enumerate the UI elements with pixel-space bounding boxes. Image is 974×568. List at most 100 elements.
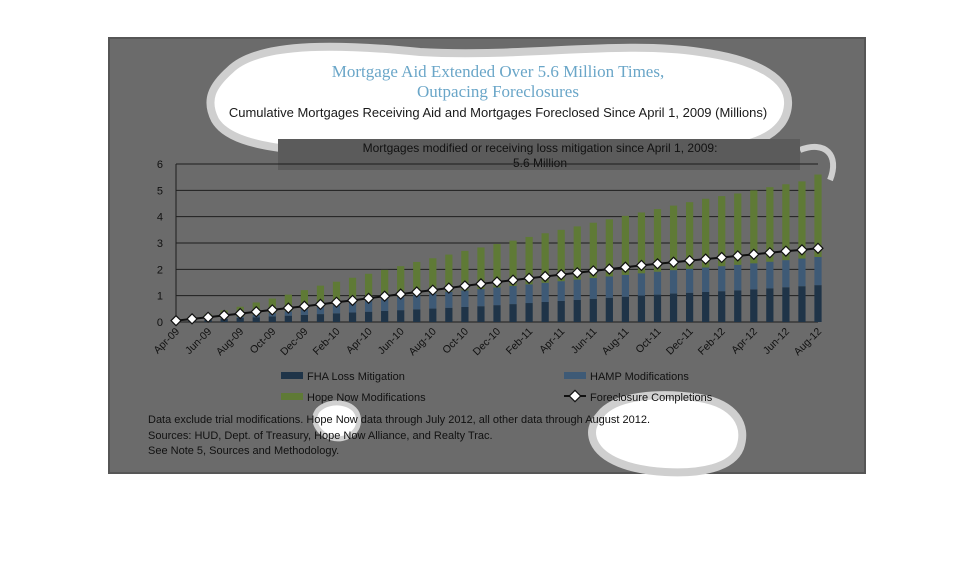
bar-hope-now-modifications (332, 281, 341, 305)
legend-label-hopenow: Hope Now Modifications (307, 392, 426, 404)
line-marker (667, 256, 680, 269)
bar-fha-loss-mitigation (685, 292, 694, 322)
line-marker (491, 276, 503, 288)
y-tick-label: 3 (157, 238, 163, 250)
line-marker (619, 261, 632, 274)
callout-line-1: Mortgages modified or receiving loss mit… (363, 141, 718, 155)
bar-fha-loss-mitigation (573, 299, 581, 322)
bar-fha-loss-mitigation (268, 316, 276, 322)
bar-fha-loss-mitigation (557, 300, 565, 322)
legend: FHA Loss Mitigation HAMP Modifications H… (281, 371, 713, 404)
bar-fha-loss-mitigation (493, 305, 501, 322)
bar-hope-now-modifications (702, 198, 710, 268)
y-tick-label: 6 (157, 159, 163, 171)
line-marker (346, 294, 359, 307)
bar-hamp-modifications (750, 263, 758, 290)
line-marker (571, 266, 584, 279)
chart-subtitle: Cumulative Mortgages Receiving Aid and M… (229, 105, 767, 120)
bars (172, 174, 822, 322)
y-tick-label: 0 (157, 317, 163, 329)
legend-swatch-hopenow (281, 393, 303, 400)
bar-hamp-modifications (381, 298, 389, 311)
line-marker (603, 263, 616, 275)
line-marker (170, 314, 182, 327)
x-tick-label: Apr-09 (151, 326, 182, 357)
line-marker (266, 304, 279, 316)
bar-hope-now-modifications (493, 244, 501, 288)
line-marker (234, 307, 246, 320)
line-marker (635, 259, 648, 272)
bar-fha-loss-mitigation (332, 313, 341, 322)
y-axis-ticks: 0 1 2 3 4 5 6 (157, 159, 163, 329)
line-marker (683, 254, 696, 267)
footnote-3: See Note 5, Sources and Methodology. (148, 445, 339, 457)
bar-hope-now-modifications (814, 174, 822, 257)
bar-hope-now-modifications (541, 233, 549, 283)
bar-hope-now-modifications (557, 229, 565, 282)
bar-hamp-modifications (397, 296, 405, 311)
x-tick-label: Jun-10 (376, 326, 407, 357)
bar-hope-now-modifications (782, 184, 790, 261)
bar-hope-now-modifications (477, 247, 485, 290)
callout-line-2: 5.6 Million (513, 156, 567, 170)
x-tick-label: Feb-11 (504, 326, 536, 358)
bar-fha-loss-mitigation (702, 291, 710, 322)
line-marker (699, 253, 712, 265)
bar-fha-loss-mitigation (364, 311, 373, 322)
bar-fha-loss-mitigation (509, 304, 517, 322)
bar-hope-now-modifications (573, 226, 581, 280)
bar-hope-now-modifications (669, 205, 678, 271)
bar-hope-now-modifications (461, 250, 469, 291)
bar-hope-now-modifications (397, 266, 405, 297)
bar-fha-loss-mitigation (814, 285, 822, 322)
bar-hamp-modifications (557, 281, 565, 301)
bar-hope-now-modifications (685, 202, 694, 269)
bar-hope-now-modifications (413, 261, 421, 295)
bar-fha-loss-mitigation (397, 310, 405, 322)
bar-fha-loss-mitigation (381, 310, 389, 322)
line-marker (780, 245, 792, 257)
line-marker (764, 246, 776, 259)
bar-hamp-modifications (685, 268, 694, 293)
bar-fha-loss-mitigation (621, 296, 630, 322)
bar-hope-now-modifications (734, 193, 742, 265)
line-marker (282, 302, 295, 314)
bar-fha-loss-mitigation (669, 293, 678, 322)
bar-fha-loss-mitigation (300, 314, 309, 322)
legend-label-hamp: HAMP Modifications (590, 371, 689, 383)
line-marker (186, 313, 198, 325)
x-tick-label: Feb-10 (311, 326, 343, 358)
bar-fha-loss-mitigation (798, 286, 806, 322)
bar-fha-loss-mitigation (653, 294, 662, 322)
gridlines (175, 163, 818, 323)
line-marker (314, 298, 327, 311)
line-marker (812, 242, 824, 255)
bar-hamp-modifications (493, 287, 501, 306)
line-marker (378, 290, 391, 302)
line-marker (427, 284, 439, 296)
bar-hamp-modifications (718, 266, 726, 292)
bar-fha-loss-mitigation (589, 298, 597, 322)
y-tick-label: 1 (157, 291, 163, 303)
line-marker (298, 300, 311, 312)
line-marker (715, 251, 728, 264)
line-marker (218, 309, 230, 322)
bar-hamp-modifications (814, 256, 822, 286)
legend-label-foreclosure: Foreclosure Completions (590, 392, 713, 404)
bar-hope-now-modifications (653, 209, 662, 272)
bar-hamp-modifications (509, 285, 517, 305)
x-tick-label: Aug-11 (600, 326, 632, 358)
bar-hamp-modifications (653, 271, 662, 295)
x-tick-label: Dec-11 (664, 326, 696, 358)
x-tick-label: Oct-09 (248, 326, 279, 357)
bar-fha-loss-mitigation (525, 303, 533, 322)
bar-hamp-modifications (669, 270, 678, 294)
x-tick-label: Feb-12 (696, 326, 728, 358)
bar-hope-now-modifications (316, 285, 325, 307)
bar-hamp-modifications (429, 293, 437, 309)
chart-title-line-2: Outpacing Foreclosures (417, 82, 579, 101)
x-tick-label: Aug-09 (214, 326, 247, 359)
blob-note-large (588, 391, 747, 477)
line-marker (748, 248, 760, 261)
